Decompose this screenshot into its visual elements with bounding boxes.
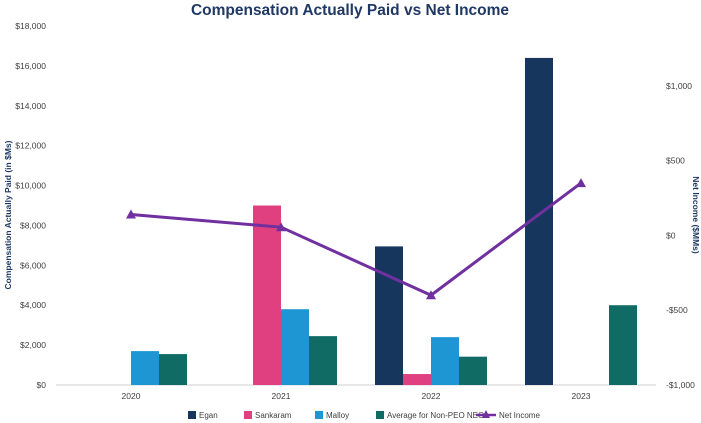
y-tick-label: $14,000 bbox=[15, 101, 46, 111]
y-tick-label: $10,000 bbox=[15, 181, 46, 191]
legend-swatch-average-for-non-peo-neos bbox=[376, 411, 384, 419]
y-tick-label: $2,000 bbox=[20, 340, 46, 350]
x-tick-label: 2020 bbox=[122, 391, 141, 401]
x-axis: 2020 2021 2022 2023 bbox=[122, 391, 591, 401]
legend-swatch-egan bbox=[188, 411, 196, 419]
chart-title: Compensation Actually Paid vs Net Income bbox=[191, 2, 509, 19]
bar-malloy-2021 bbox=[281, 309, 309, 385]
bar-average-for-non-peo-neos-2022 bbox=[459, 356, 487, 385]
y-tick-label: $18,000 bbox=[15, 21, 46, 31]
net-income-point-2021 bbox=[276, 222, 286, 232]
y2-tick-label: $0 bbox=[666, 230, 676, 240]
legend-swatch-sankaram bbox=[244, 411, 252, 419]
y2-tick-label: $500 bbox=[666, 156, 685, 166]
legend-label: Egan bbox=[199, 411, 218, 420]
legend-label: Malloy bbox=[326, 411, 349, 420]
net-income-line-group bbox=[126, 178, 586, 300]
bar-average-for-non-peo-neos-2023 bbox=[609, 305, 637, 385]
y-tick-label: $4,000 bbox=[20, 300, 46, 310]
y-axis-title: Compensation Actually Paid (in $Ms) bbox=[3, 140, 13, 289]
legend: Egan Sankaram Malloy Average for Non-PEO NE… bbox=[188, 410, 540, 420]
right-axis: -$1,000 -$500 $0 $500 $1,000 bbox=[666, 81, 695, 390]
legend-label: Sankaram bbox=[255, 411, 292, 420]
y-tick-label: $0 bbox=[37, 380, 47, 390]
net-income-point-2023 bbox=[576, 178, 586, 188]
left-axis: $0 $2,000 $4,000 $6,000 $8,000 $10,000 $12,000… bbox=[15, 21, 46, 390]
y-tick-label: $12,000 bbox=[15, 141, 46, 151]
legend-marker-net-income bbox=[482, 410, 490, 418]
x-tick-label: 2023 bbox=[572, 391, 591, 401]
y2-axis-title: Net Income ($MMs) bbox=[691, 176, 701, 254]
y2-tick-label: -$1,000 bbox=[666, 380, 695, 390]
y2-tick-label: $1,000 bbox=[666, 81, 692, 91]
x-tick-label: 2021 bbox=[272, 391, 291, 401]
legend-label: Average for Non-PEO NEOs bbox=[387, 411, 488, 420]
y-tick-label: $8,000 bbox=[20, 220, 46, 230]
bar-average-for-non-peo-neos-2020 bbox=[159, 354, 187, 385]
y2-tick-label: -$500 bbox=[666, 305, 688, 315]
net-income-point-2022 bbox=[426, 290, 436, 300]
legend-label: Net Income bbox=[499, 411, 540, 420]
legend-swatch-malloy bbox=[315, 411, 323, 419]
bar-malloy-2020 bbox=[131, 351, 159, 385]
y-tick-label: $6,000 bbox=[20, 260, 46, 270]
bar-malloy-2022 bbox=[431, 337, 459, 385]
x-tick-label: 2022 bbox=[422, 391, 441, 401]
bar-egan-2022 bbox=[375, 246, 403, 385]
net-income-point-2020 bbox=[126, 209, 136, 219]
bar-sankaram-2022 bbox=[403, 374, 431, 385]
bar-average-for-non-peo-neos-2021 bbox=[309, 336, 337, 385]
y-tick-label: $16,000 bbox=[15, 61, 46, 71]
bar-sankaram-2021 bbox=[253, 205, 281, 385]
net-income-line bbox=[130, 181, 582, 297]
